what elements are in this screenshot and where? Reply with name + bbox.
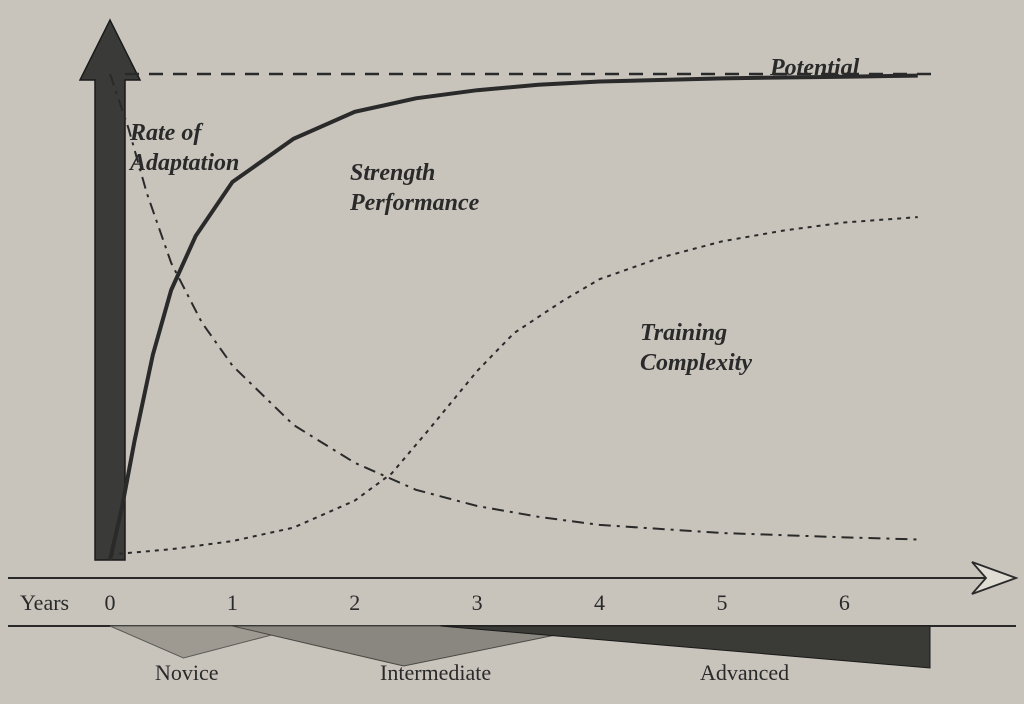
label-strength-1: Performance: [349, 190, 480, 216]
chart-svg: 0123456YearsPotentialStrengthPerformance…: [0, 0, 1024, 704]
x-axis-label: Years: [20, 590, 69, 615]
x-tick-5: 5: [716, 590, 727, 615]
chart-container: 0123456YearsPotentialStrengthPerformance…: [0, 0, 1024, 704]
x-tick-0: 0: [105, 590, 116, 615]
label-rate-0: Rate of: [129, 120, 203, 146]
label-rate-1: Adaptation: [128, 150, 239, 176]
x-tick-4: 4: [594, 590, 605, 615]
curve-rate: [110, 74, 918, 539]
label-strength-0: Strength: [350, 160, 435, 186]
x-tick-3: 3: [472, 590, 483, 615]
x-tick-2: 2: [349, 590, 360, 615]
curve-complexity: [110, 217, 918, 554]
x-tick-6: 6: [839, 590, 850, 615]
label-complexity-1: Complexity: [640, 350, 752, 376]
stage-label-0: Novice: [155, 660, 219, 685]
label-complexity-0: Training: [640, 320, 727, 346]
x-tick-1: 1: [227, 590, 238, 615]
stage-label-2: Advanced: [700, 660, 789, 685]
stage-triangle-2: [440, 626, 930, 668]
curve-strength: [110, 76, 918, 560]
stage-label-1: Intermediate: [380, 660, 491, 685]
y-axis-arrow: [80, 20, 140, 560]
